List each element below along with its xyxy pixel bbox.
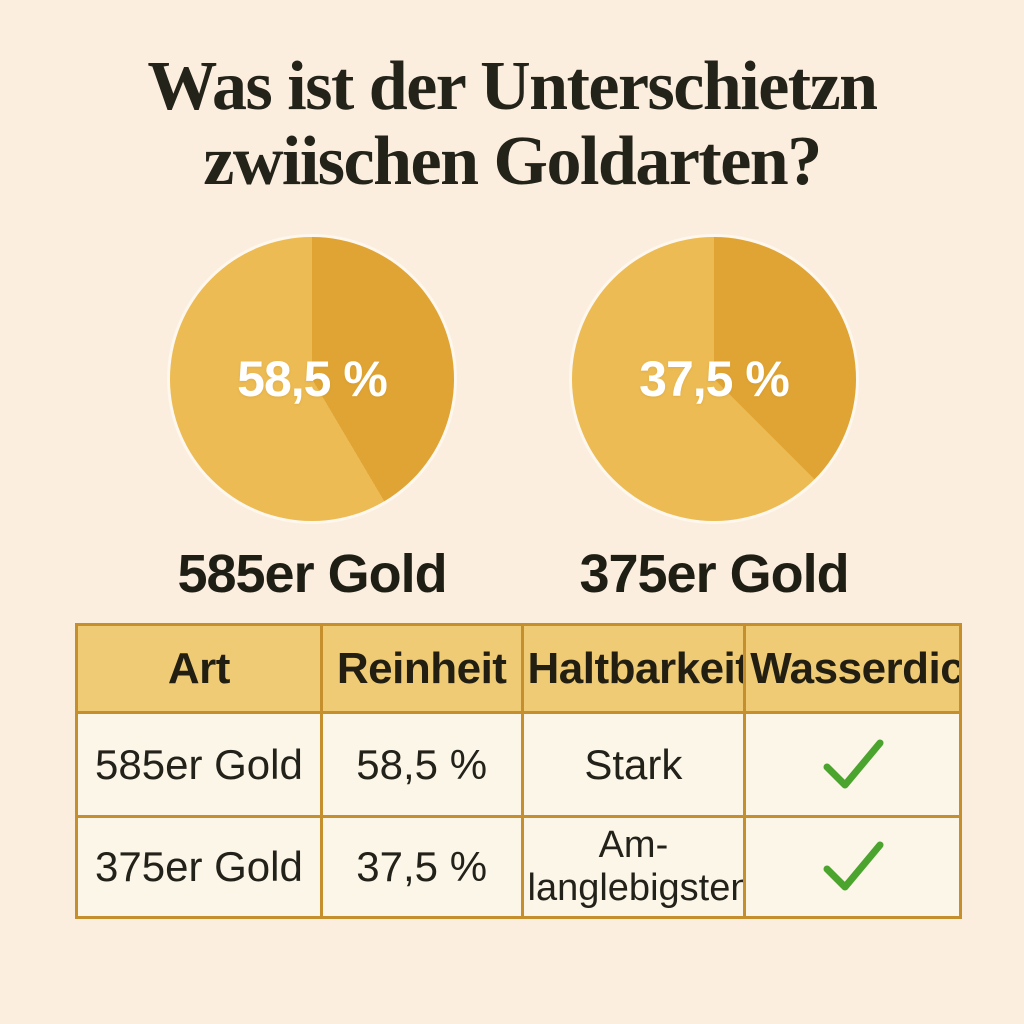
pie-chart-585er-gold: 58,5 % xyxy=(170,237,454,521)
col-header-art: Art xyxy=(75,623,323,714)
col-header-wasserdicht: Wasserdicht xyxy=(743,623,962,714)
cell-art-375: 375er Gold xyxy=(75,815,323,919)
cell-haltbarkeit-375: Am- langlebigsten xyxy=(520,815,747,919)
col-header-haltbarkeit: Haltbarkeit xyxy=(520,623,747,714)
check-icon xyxy=(823,841,884,891)
col-header-reinheit: Reinheit xyxy=(319,623,524,714)
pie-chart-375er-gold: 37,5 % xyxy=(572,237,856,521)
cell-art-585: 585er Gold xyxy=(75,711,323,818)
cell-wasserdicht-585 xyxy=(743,711,962,818)
check-icon xyxy=(823,739,884,788)
title-line-1: Was ist der Unterschietzn xyxy=(147,48,878,125)
cell-wasserdicht-375 xyxy=(743,815,962,919)
cell-reinheit-375: 37,5 % xyxy=(319,815,524,919)
pie-caption-585er-gold: 585er Gold xyxy=(177,544,447,604)
cell-haltbarkeit-585: Stark xyxy=(520,711,747,818)
table-header-row: Art Reinheit Haltbarkeit Wasserdicht xyxy=(75,623,962,714)
gold-comparison-table: Art Reinheit Haltbarkeit Wasserdicht 585… xyxy=(75,623,962,919)
page-title: Was ist der Unterschietzn zwiischen Gold… xyxy=(0,48,1024,200)
pie-375-percent-label: 37,5 % xyxy=(639,351,790,407)
table-row-375er-gold: 375er Gold 37,5 % Am- langlebigsten xyxy=(75,815,962,919)
title-line-2: zwiischen Goldarten? xyxy=(203,122,822,200)
cell-reinheit-585: 58,5 % xyxy=(319,711,524,818)
pie-caption-375er-gold: 375er Gold xyxy=(579,544,849,604)
pie-585-percent-label: 58,5 % xyxy=(237,351,388,407)
table-row-585er-gold: 585er Gold 58,5 % Stark xyxy=(75,711,962,818)
